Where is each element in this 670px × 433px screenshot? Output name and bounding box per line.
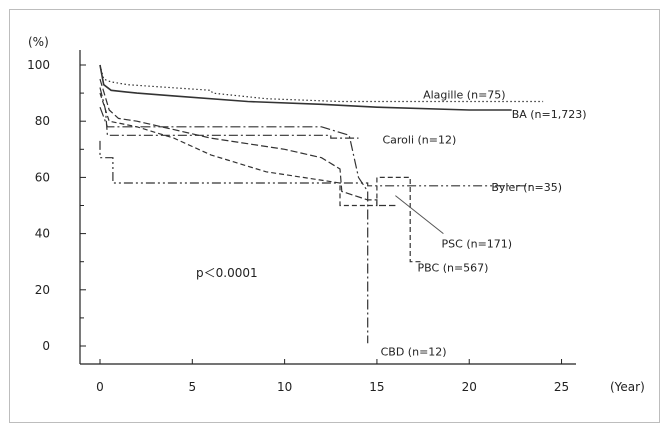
y-tick-label: 20	[35, 283, 50, 297]
series-label: CBD (n=12)	[381, 346, 447, 359]
survival-chart: 0 20 40 60 80 100 0 5 10 15 20 25 (%) (Year) Alagille…	[27, 35, 645, 394]
series-label: Byler (n=35)	[491, 181, 562, 194]
series-line	[99, 140, 534, 187]
x-tick-label: 20	[462, 380, 477, 394]
chart-frame: 0 20 40 60 80 100 0 5 10 15 20 25 (%) (Year) Alagille…	[9, 9, 660, 423]
series-line	[99, 78, 396, 207]
series-label: Alagille (n=75)	[423, 89, 506, 102]
series-line	[99, 87, 359, 139]
x-tick-label: 10	[277, 380, 292, 394]
series-label: Caroli (n=12)	[382, 133, 456, 146]
series-line	[99, 106, 369, 344]
y-tick-label: 100	[27, 58, 50, 72]
x-tick-label: 15	[369, 380, 384, 394]
y-tick-label: 40	[35, 227, 50, 241]
p-value-annotation: p＜0.0001	[196, 266, 258, 280]
x-axis-title: (Year)	[610, 380, 645, 394]
chart-labels: Alagille (n=75) BA (n=1,723) Caroli (n=12)…	[196, 89, 587, 359]
series-line	[99, 64, 512, 111]
series-label: PBC (n=567)	[418, 261, 489, 274]
chart-series	[99, 64, 544, 344]
series-line	[99, 64, 544, 103]
series-line	[99, 92, 424, 263]
y-axis-title: (%)	[28, 35, 49, 49]
y-tick-label: 80	[35, 114, 50, 128]
x-tick-label: 5	[188, 380, 196, 394]
y-tick-label: 60	[35, 170, 50, 184]
chart-axes: 0 20 40 60 80 100 0 5 10 15 20 25 (%) (Year)	[27, 35, 645, 394]
series-label: PSC (n=171)	[442, 237, 513, 250]
x-tick-label: 25	[554, 380, 569, 394]
callout-line	[395, 195, 444, 234]
x-tick-label: 0	[96, 380, 104, 394]
y-tick-label: 0	[42, 339, 50, 353]
series-label: BA (n=1,723)	[512, 108, 587, 121]
